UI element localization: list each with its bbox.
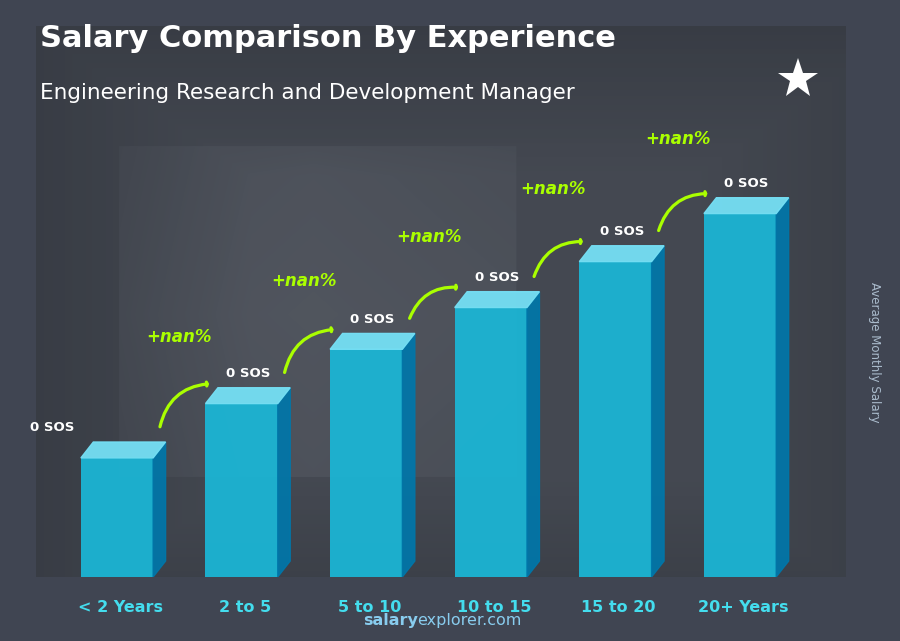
Text: 5 to 10: 5 to 10: [338, 600, 401, 615]
Polygon shape: [81, 442, 166, 458]
Text: explorer.com: explorer.com: [418, 613, 522, 628]
Polygon shape: [454, 292, 539, 308]
Text: +nan%: +nan%: [520, 179, 586, 197]
Bar: [205, 404, 278, 577]
Text: salary: salary: [363, 613, 418, 628]
Text: +nan%: +nan%: [396, 228, 462, 246]
Text: Salary Comparison By Experience: Salary Comparison By Experience: [40, 24, 616, 53]
Polygon shape: [580, 246, 664, 262]
Polygon shape: [402, 333, 415, 577]
Text: 0 SOS: 0 SOS: [350, 313, 394, 326]
Bar: [330, 349, 402, 577]
Bar: [704, 213, 776, 577]
Polygon shape: [704, 197, 788, 213]
Text: < 2 Years: < 2 Years: [77, 600, 163, 615]
Text: Average Monthly Salary: Average Monthly Salary: [868, 282, 881, 423]
Text: +nan%: +nan%: [645, 129, 710, 147]
Text: 15 to 20: 15 to 20: [581, 600, 656, 615]
Polygon shape: [278, 388, 290, 577]
Text: +nan%: +nan%: [147, 328, 212, 346]
Text: 0 SOS: 0 SOS: [226, 367, 270, 380]
Text: +nan%: +nan%: [271, 272, 337, 290]
Polygon shape: [527, 292, 539, 577]
Text: 0 SOS: 0 SOS: [599, 225, 643, 238]
Bar: [454, 308, 527, 577]
Text: Engineering Research and Development Manager: Engineering Research and Development Man…: [40, 83, 575, 103]
Polygon shape: [776, 197, 788, 577]
Text: 0 SOS: 0 SOS: [31, 422, 75, 435]
Polygon shape: [153, 442, 166, 577]
Bar: [580, 262, 652, 577]
Polygon shape: [652, 246, 664, 577]
Polygon shape: [330, 333, 415, 349]
Polygon shape: [205, 388, 290, 404]
Text: 10 to 15: 10 to 15: [456, 600, 531, 615]
Text: 20+ Years: 20+ Years: [698, 600, 788, 615]
Text: 0 SOS: 0 SOS: [475, 271, 519, 284]
Bar: [81, 458, 153, 577]
Text: 0 SOS: 0 SOS: [724, 177, 769, 190]
Text: 2 to 5: 2 to 5: [219, 600, 271, 615]
